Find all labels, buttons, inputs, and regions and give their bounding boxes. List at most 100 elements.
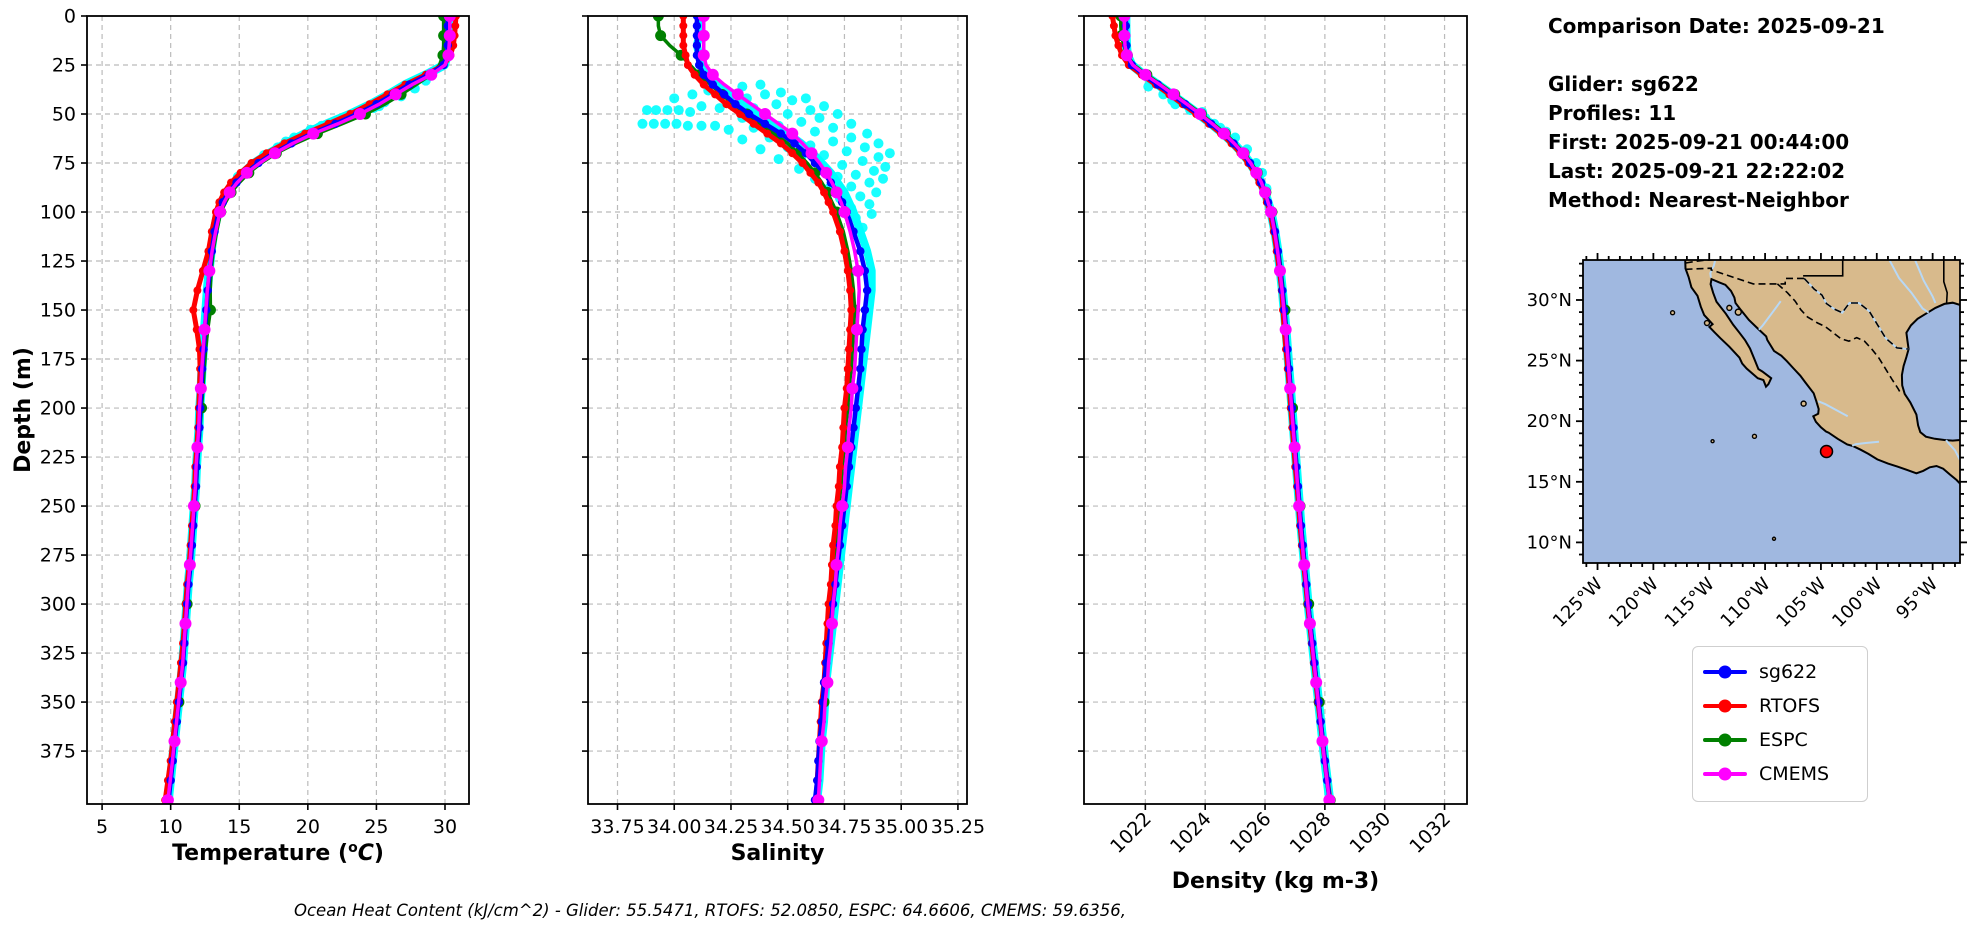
data-point bbox=[860, 305, 870, 315]
state-border bbox=[1943, 260, 1949, 304]
raw-scatter-point bbox=[862, 128, 873, 139]
x-tick-label: 1028 bbox=[1286, 808, 1336, 858]
y-tick-label: 125 bbox=[40, 251, 76, 273]
data-point bbox=[1310, 676, 1323, 689]
data-point bbox=[846, 382, 859, 395]
island bbox=[1751, 433, 1758, 440]
data-point bbox=[706, 68, 719, 81]
data-point bbox=[812, 794, 825, 804]
data-point bbox=[835, 227, 844, 236]
raw-scatter-point bbox=[828, 122, 839, 133]
cmems-line bbox=[166, 16, 452, 802]
data-point bbox=[851, 403, 860, 413]
depth-axis-label: Depth (m) bbox=[11, 347, 36, 473]
data-point bbox=[849, 423, 858, 432]
data-point bbox=[1167, 88, 1180, 101]
x-tick-label: 30 bbox=[433, 816, 457, 838]
data-point bbox=[1323, 794, 1336, 804]
data-point bbox=[831, 521, 840, 530]
data-point bbox=[749, 119, 758, 128]
x-tick-label: 20 bbox=[296, 816, 320, 838]
data-point bbox=[836, 500, 849, 513]
data-point bbox=[838, 206, 851, 219]
data-point bbox=[1273, 264, 1286, 277]
y-tick-label: 150 bbox=[40, 300, 76, 322]
panel-density: 1022 1024 1026 1028 1030 1032 Density (kg m-3) bbox=[1078, 15, 1468, 894]
data-point bbox=[856, 247, 865, 256]
grid-temperature bbox=[87, 16, 469, 804]
data-point bbox=[1111, 31, 1120, 40]
raw-scatter-point bbox=[814, 112, 825, 123]
x-tick-label: 1030 bbox=[1345, 808, 1395, 858]
data-point bbox=[193, 286, 202, 295]
data-point bbox=[722, 100, 731, 109]
y-tick-label: 350 bbox=[40, 692, 76, 714]
y-tick-label: 275 bbox=[40, 545, 76, 567]
raw-scatter-point bbox=[866, 208, 877, 219]
tick-labels-temperature: 5 10 15 20 25 3002550751001251501752002252502… bbox=[40, 6, 457, 839]
axes-frame bbox=[1083, 15, 1468, 805]
country-border-dashed bbox=[1685, 267, 1805, 285]
data-point bbox=[1237, 147, 1250, 160]
x-tick-label: 10 bbox=[159, 816, 183, 838]
island bbox=[1734, 308, 1742, 316]
raw-scatter-point bbox=[857, 156, 868, 167]
data-point bbox=[805, 147, 818, 160]
lon-tick-label: 110°W bbox=[1717, 574, 1775, 632]
glider-location-marker bbox=[1819, 444, 1834, 459]
raw-scatter-point bbox=[828, 136, 839, 147]
raw-scatter-point bbox=[710, 120, 721, 131]
ticks-salinity bbox=[582, 15, 959, 810]
x-tick-label: 5 bbox=[96, 816, 108, 838]
data-point bbox=[679, 16, 688, 20]
raw-scatter-point bbox=[651, 105, 662, 116]
data-point bbox=[203, 264, 216, 277]
raw-scatter-point bbox=[871, 187, 882, 198]
lon-tick-label: 105°W bbox=[1772, 574, 1830, 632]
y-tick-label: 250 bbox=[40, 496, 76, 518]
legend-line-marker-icon bbox=[1703, 767, 1747, 781]
data-point bbox=[681, 51, 690, 60]
data-point bbox=[695, 60, 704, 70]
data-point bbox=[183, 558, 196, 571]
country-border-dashed bbox=[1776, 283, 1903, 395]
data-point bbox=[442, 49, 455, 62]
lat-tick-label: 30°N bbox=[1527, 290, 1572, 311]
raw-scatter-point bbox=[775, 87, 786, 98]
data-point bbox=[835, 462, 844, 471]
data-point bbox=[187, 500, 200, 513]
x-tick-label: 35.25 bbox=[931, 816, 985, 838]
data-point bbox=[268, 147, 281, 160]
data-point bbox=[1298, 558, 1311, 571]
raw-scatter-point bbox=[841, 146, 852, 157]
x-tick-label: 34.25 bbox=[704, 816, 758, 838]
data-point bbox=[843, 364, 852, 373]
profile-charts: 5 10 15 20 25 3002550751001251501752002252502… bbox=[11, 6, 1468, 894]
island bbox=[1771, 536, 1777, 541]
panel-salinity: 33.75 34.00 34.25 34.50 34.75 35.00 35.25 Salin… bbox=[582, 15, 985, 866]
y-tick-label: 0 bbox=[64, 6, 76, 28]
comparison-date-text: Comparison Date: 2025-09-21 bbox=[1548, 14, 1885, 38]
data-point bbox=[1265, 206, 1278, 219]
info-spacer bbox=[1548, 41, 1885, 70]
raw-scatter-point bbox=[662, 105, 673, 116]
data-point bbox=[1118, 16, 1131, 22]
data-point bbox=[1250, 166, 1263, 179]
data-point bbox=[191, 441, 204, 454]
data-point bbox=[1303, 617, 1316, 630]
raw-scatter-point bbox=[846, 118, 857, 129]
data-point bbox=[174, 676, 187, 689]
grid-density bbox=[1084, 16, 1467, 804]
raw-scatter-point bbox=[682, 120, 693, 131]
raw-scatter-point bbox=[859, 142, 870, 153]
raw-scatter-point bbox=[832, 109, 843, 120]
raw-scatter-point bbox=[723, 124, 734, 135]
raw-scatter-point bbox=[787, 95, 798, 106]
data-point bbox=[1293, 500, 1306, 513]
data-point bbox=[699, 80, 708, 89]
raw-scatter-point bbox=[855, 191, 866, 202]
map-frame bbox=[1582, 259, 1961, 564]
y-tick-label: 75 bbox=[52, 153, 76, 175]
lon-tick-label: 120°W bbox=[1605, 574, 1663, 632]
data-point bbox=[786, 127, 799, 140]
